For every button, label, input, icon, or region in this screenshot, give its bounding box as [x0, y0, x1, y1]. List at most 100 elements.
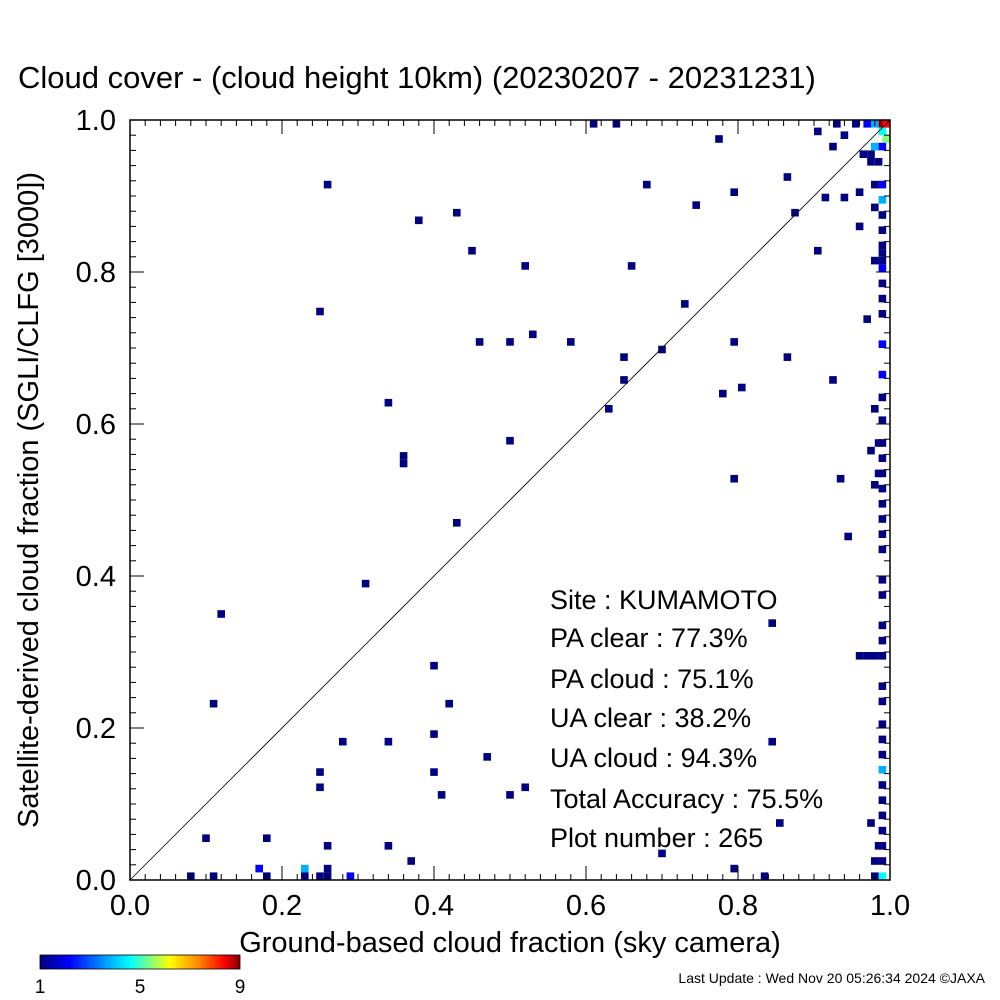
heatmap-cell — [814, 246, 822, 255]
heatmap-cell — [384, 398, 393, 407]
heatmap-cell — [567, 338, 575, 346]
heatmap-cell — [871, 857, 879, 865]
heatmap-cell — [878, 249, 887, 257]
heatmap-cell — [768, 619, 776, 627]
heatmap-cell — [209, 872, 218, 880]
heatmap-cell — [453, 208, 461, 217]
heatmap-cell — [878, 735, 887, 744]
heatmap-cell — [878, 576, 887, 584]
heatmap-cell — [316, 307, 324, 316]
y-tick-label: 1.0 — [76, 105, 116, 137]
heatmap-cell — [878, 652, 887, 660]
heatmap-cell — [882, 135, 890, 143]
heatmap-cell — [878, 310, 887, 318]
heatmap-cell — [871, 256, 879, 265]
heatmap-cell — [863, 652, 871, 660]
heatmap-cell — [692, 201, 700, 209]
heatmap-cell — [730, 474, 738, 483]
heatmap-cell — [871, 652, 879, 660]
y-tick-labels: 0.0 0.2 0.4 0.6 0.8 1.0 — [76, 105, 116, 897]
heatmap-cell — [483, 753, 491, 761]
heatmap-cell — [791, 208, 799, 217]
heatmap-cell — [878, 454, 887, 462]
heatmap-cell — [863, 315, 871, 323]
heatmap-cell — [878, 545, 887, 554]
diagonal-line — [129, 119, 891, 881]
stat-site: Site : KUMAMOTO — [550, 585, 778, 615]
colorbar-tick-label: 5 — [135, 977, 146, 998]
last-update-text: Last Update : Wed Nov 20 05:26:34 2024 ©… — [678, 970, 985, 986]
x-tick-label: 1.0 — [870, 890, 910, 922]
heatmap-cell — [316, 768, 324, 776]
heatmap-cell — [878, 416, 887, 424]
heatmap-cell — [878, 857, 887, 865]
heatmap-cell — [878, 180, 887, 189]
colorbar-gradient — [40, 955, 240, 969]
heatmap-cell — [430, 768, 438, 776]
heatmap-cell — [506, 791, 514, 799]
heatmap-cell — [301, 872, 309, 880]
heatmap-cell — [844, 532, 852, 541]
chart-title: Cloud cover - (cloud height 10km) (20230… — [18, 60, 816, 95]
stat-pa-clear: PA clear : 77.3% — [550, 623, 748, 653]
heatmap-cell — [407, 857, 415, 865]
heatmap-cell — [878, 781, 887, 789]
heatmap-cell — [415, 216, 423, 225]
heatmap-cell — [878, 340, 887, 348]
heatmap-cell — [863, 120, 871, 128]
heatmap-cell — [658, 345, 666, 354]
heatmap-cell — [589, 120, 598, 128]
heatmap-cell — [529, 330, 537, 339]
heatmap-cell — [715, 135, 723, 143]
heatmap-cell — [730, 338, 738, 346]
y-tick-label: 0.4 — [76, 561, 116, 593]
heatmap-cell — [840, 193, 849, 202]
heatmap-cell — [878, 370, 887, 379]
heatmap-cell — [768, 737, 776, 746]
heatmap-cell — [878, 766, 887, 774]
heatmap-cell — [437, 791, 446, 799]
heatmap-cell — [878, 636, 887, 645]
heatmap-cell — [263, 834, 271, 842]
heatmap-cell — [643, 180, 651, 189]
heatmap-cell — [878, 515, 887, 523]
heatmap-cell — [814, 127, 822, 136]
stat-plot-number: Plot number : 265 — [550, 823, 763, 853]
heatmap-cell — [453, 519, 461, 527]
heatmap-cell — [878, 120, 887, 128]
heatmap-cell — [871, 142, 879, 151]
heatmap-cell — [730, 188, 738, 196]
heatmap-cell — [878, 294, 887, 303]
heatmap-cell — [867, 150, 875, 158]
heatmap-cell — [521, 783, 529, 792]
stats-box: Site : KUMAMOTO PA clear : 77.3% PA clou… — [550, 585, 823, 853]
heatmap-cell — [399, 452, 408, 460]
stat-pa-cloud: PA cloud : 75.1% — [550, 664, 754, 694]
heatmap-cell — [202, 834, 210, 842]
heatmap-cell — [878, 796, 887, 804]
heatmap-cell — [855, 188, 864, 196]
heatmap-cell — [878, 226, 887, 234]
heatmap-cell — [339, 737, 347, 746]
heatmap-cell — [878, 591, 887, 599]
x-tick-label: 0.4 — [414, 890, 454, 922]
heatmap-cell — [209, 699, 218, 708]
heatmap-cell — [829, 376, 837, 384]
heatmap-cell — [878, 621, 887, 630]
heatmap-cell — [878, 697, 887, 706]
colorbar-tick-label: 1 — [35, 977, 46, 998]
heatmap-cell — [871, 405, 879, 413]
heatmap-cell — [878, 500, 887, 508]
y-axis-label: Satellite-derived cloud fraction (SGLI/C… — [13, 172, 45, 828]
heatmap-cell — [620, 353, 628, 361]
stat-ua-clear: UA clear : 38.2% — [550, 703, 751, 733]
heatmap-cell — [867, 819, 875, 827]
heatmap-cell — [316, 783, 324, 792]
heatmap-cell — [430, 661, 438, 670]
x-tick-label: 0.6 — [566, 890, 606, 922]
heatmap-cell — [878, 682, 887, 690]
heatmap-cell — [255, 864, 263, 873]
heatmap-cell — [878, 720, 887, 728]
y-tick-label: 0.6 — [76, 409, 116, 441]
